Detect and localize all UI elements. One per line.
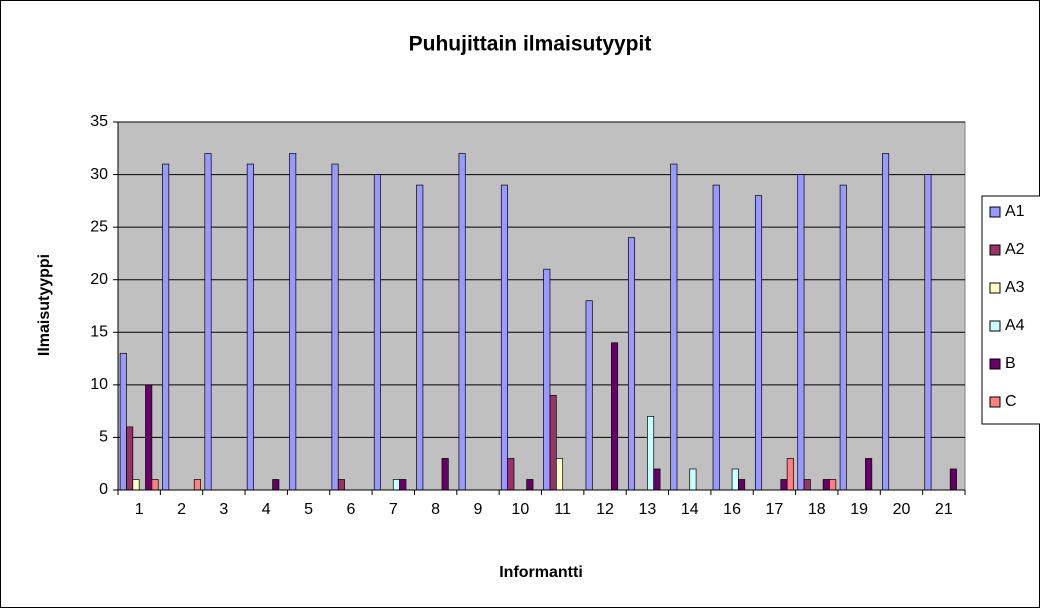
bar xyxy=(441,458,449,491)
bar xyxy=(458,153,466,491)
x-tick-label: 9 xyxy=(474,501,483,518)
bar xyxy=(712,184,720,491)
x-tick-label: 6 xyxy=(346,501,355,518)
legend-swatch xyxy=(989,244,1001,256)
bar xyxy=(786,458,794,491)
legend-label: B xyxy=(1005,355,1016,372)
x-tick-label: 19 xyxy=(850,501,868,518)
bar xyxy=(151,479,159,491)
legend-swatch xyxy=(989,320,1001,332)
legend-label: C xyxy=(1005,393,1017,410)
bar xyxy=(803,479,811,491)
legend-label: A4 xyxy=(1005,317,1025,334)
bar xyxy=(924,174,932,491)
x-tick-label: 2 xyxy=(177,501,186,518)
bar xyxy=(337,479,345,491)
legend-label: A1 xyxy=(1005,203,1025,220)
bar xyxy=(555,458,564,491)
y-tick-label: 5 xyxy=(99,429,108,446)
legend-swatch xyxy=(989,282,1001,294)
bar xyxy=(126,426,134,491)
bar xyxy=(822,479,830,491)
bar xyxy=(689,468,697,491)
bar xyxy=(738,479,746,491)
bar xyxy=(611,342,619,491)
bar xyxy=(246,163,254,491)
bar xyxy=(331,163,339,491)
x-axis-label: Informantti xyxy=(499,564,583,581)
bar xyxy=(119,352,127,491)
legend-swatch xyxy=(989,206,1001,218)
x-tick-label: 1 xyxy=(135,501,144,518)
bar xyxy=(839,184,847,491)
bar xyxy=(653,468,661,491)
legend-label: A3 xyxy=(1005,279,1025,296)
y-tick-label: 30 xyxy=(90,166,108,183)
bar xyxy=(392,479,400,491)
x-tick-label: 14 xyxy=(681,501,699,518)
bar xyxy=(670,163,678,491)
x-tick-label: 12 xyxy=(596,501,614,518)
bar xyxy=(865,458,873,491)
bar xyxy=(797,174,805,491)
bar xyxy=(416,184,424,491)
legend-label: A2 xyxy=(1005,241,1025,258)
x-tick-label: 16 xyxy=(723,501,741,518)
bar xyxy=(949,468,957,491)
x-tick-label: 5 xyxy=(304,501,313,518)
bar xyxy=(132,479,140,491)
x-tick-label: 17 xyxy=(766,501,784,518)
y-tick-label: 20 xyxy=(90,271,108,288)
bar xyxy=(526,479,534,491)
x-tick-label: 13 xyxy=(638,501,656,518)
bar xyxy=(162,163,170,491)
y-axis-label: Ilmaisutyyppi xyxy=(36,254,53,356)
bar xyxy=(585,300,593,491)
y-tick-label: 10 xyxy=(90,376,108,393)
bar xyxy=(755,195,763,491)
bar xyxy=(647,416,655,491)
bar xyxy=(500,184,508,491)
bar xyxy=(829,479,837,491)
x-tick-label: 7 xyxy=(389,501,398,518)
bar xyxy=(731,468,739,491)
x-tick-label: 10 xyxy=(511,501,529,518)
y-tick-label: 35 xyxy=(90,113,108,130)
legend-swatch xyxy=(989,358,1001,370)
chart-title: Puhujittain ilmaisutyypit xyxy=(409,33,652,56)
bar xyxy=(399,479,407,491)
bar xyxy=(272,479,280,491)
bar xyxy=(543,268,551,491)
x-tick-label: 18 xyxy=(808,501,826,518)
x-tick-label: 3 xyxy=(219,501,228,518)
bar xyxy=(549,395,557,491)
bar xyxy=(780,479,788,491)
legend-swatch xyxy=(989,396,1001,408)
bar xyxy=(289,153,297,491)
y-tick-label: 25 xyxy=(90,218,108,235)
bar xyxy=(882,153,890,491)
bar xyxy=(373,174,381,491)
x-tick-label: 11 xyxy=(554,501,571,518)
x-tick-label: 8 xyxy=(431,501,440,518)
x-tick-label: 20 xyxy=(893,501,911,518)
bar xyxy=(193,479,201,491)
y-tick-label: 0 xyxy=(99,481,108,498)
bar xyxy=(507,458,515,491)
y-tick-label: 15 xyxy=(90,324,108,341)
legend-box xyxy=(981,195,1040,425)
plot-area xyxy=(117,121,966,491)
bar xyxy=(204,153,212,491)
x-tick-label: 21 xyxy=(935,501,953,518)
bar xyxy=(145,384,153,491)
x-tick-label: 4 xyxy=(262,501,271,518)
bar xyxy=(627,237,636,491)
